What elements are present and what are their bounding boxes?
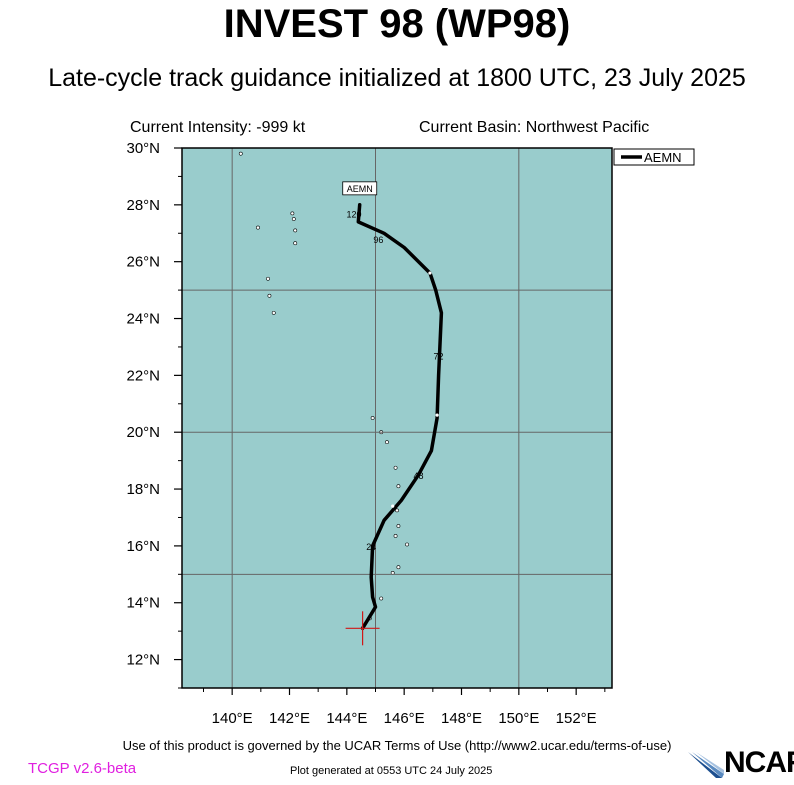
island <box>396 484 401 489</box>
track-point-marker <box>435 413 439 417</box>
track-end-label: AEMN <box>347 184 373 194</box>
generated-timestamp: Plot generated at 0553 UTC 24 July 2025 <box>290 765 493 777</box>
island <box>290 211 295 216</box>
ncar-swoosh-icon <box>688 752 724 778</box>
page-subtitle: Late-cycle track guidance initialized at… <box>48 64 746 92</box>
x-tick-label: 152°E <box>556 710 597 727</box>
island <box>370 416 375 420</box>
current-intensity-label: Current Intensity: -999 kt <box>130 119 306 136</box>
ncar-logo-text: NCAR <box>724 746 794 779</box>
island <box>385 440 389 445</box>
track-point-marker <box>428 271 432 275</box>
x-tick-label: 146°E <box>384 710 425 727</box>
island <box>293 228 298 233</box>
x-tick-label: 148°E <box>441 710 482 727</box>
track-hour-label: 120 <box>346 209 361 219</box>
track-hour-label: 96 <box>373 235 383 245</box>
island <box>405 542 409 547</box>
y-tick-label: 22°N <box>126 367 160 384</box>
island <box>379 596 384 601</box>
island <box>293 241 298 246</box>
island <box>291 217 296 221</box>
island <box>267 293 272 298</box>
track-hour-label: 72 <box>434 351 444 361</box>
track-end-label-box <box>342 181 378 196</box>
x-tick-label: 144°E <box>326 710 367 727</box>
track-line-aemn <box>356 203 444 631</box>
island <box>256 225 260 230</box>
legend-box <box>613 148 695 166</box>
island <box>395 508 399 513</box>
y-tick-label: 14°N <box>126 595 160 612</box>
current-basin-label: Current Basin: Northwest Pacific <box>419 119 650 136</box>
terms-of-use-text: Use of this product is governed by the U… <box>122 738 672 753</box>
island <box>393 534 398 538</box>
y-tick-label: 30°N <box>126 140 160 157</box>
island <box>396 524 401 528</box>
ncar-logo: NCAR <box>686 746 794 780</box>
y-tick-label: 16°N <box>126 538 160 555</box>
y-tick-label: 28°N <box>126 197 160 214</box>
island <box>238 151 243 156</box>
version-label: TCGP v2.6-beta <box>28 760 137 777</box>
page-title: INVEST 98 (WP98) <box>223 2 571 46</box>
y-tick-label: 20°N <box>126 424 160 441</box>
x-tick-label: 140°E <box>212 710 253 727</box>
island <box>266 276 270 281</box>
island <box>393 465 398 470</box>
track-point-marker <box>391 504 395 508</box>
track-hour-label: 48 <box>413 471 423 481</box>
legend: AEMN <box>613 148 695 166</box>
legend-label: AEMN <box>644 150 682 165</box>
x-tick-label: 150°E <box>498 710 539 727</box>
y-tick-label: 24°N <box>126 311 160 328</box>
ocean-background <box>182 148 612 688</box>
map-frame <box>181 147 613 689</box>
track-hour-label: 24 <box>366 542 376 552</box>
y-tick-label: 26°N <box>126 254 160 271</box>
y-tick-label: 12°N <box>126 652 160 669</box>
island <box>271 310 276 315</box>
y-tick-label: 18°N <box>126 481 160 498</box>
x-tick-label: 142°E <box>269 710 310 727</box>
island <box>396 565 401 570</box>
